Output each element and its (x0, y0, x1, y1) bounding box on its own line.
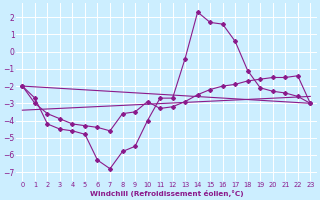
X-axis label: Windchill (Refroidissement éolien,°C): Windchill (Refroidissement éolien,°C) (90, 190, 243, 197)
